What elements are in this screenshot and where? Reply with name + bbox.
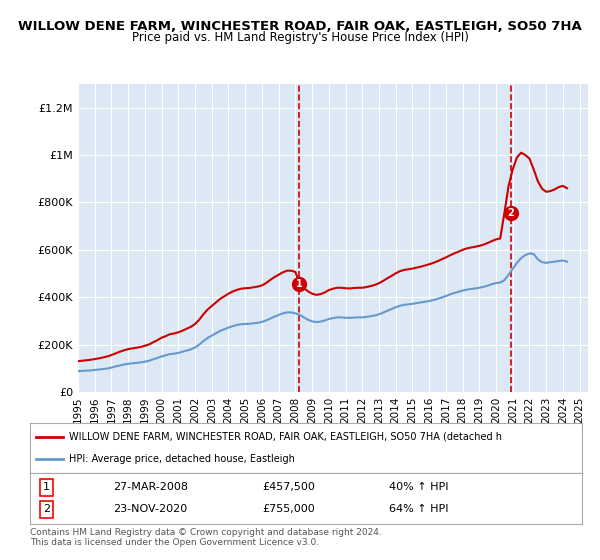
Text: Contains HM Land Registry data © Crown copyright and database right 2024.: Contains HM Land Registry data © Crown c… [30, 528, 382, 536]
Text: 64% ↑ HPI: 64% ↑ HPI [389, 505, 448, 515]
Text: This data is licensed under the Open Government Licence v3.0.: This data is licensed under the Open Gov… [30, 538, 319, 547]
Text: 40% ↑ HPI: 40% ↑ HPI [389, 482, 448, 492]
Text: 2: 2 [43, 505, 50, 515]
Text: WILLOW DENE FARM, WINCHESTER ROAD, FAIR OAK, EASTLEIGH, SO50 7HA: WILLOW DENE FARM, WINCHESTER ROAD, FAIR … [18, 20, 582, 32]
Text: Price paid vs. HM Land Registry's House Price Index (HPI): Price paid vs. HM Land Registry's House … [131, 31, 469, 44]
Text: 23-NOV-2020: 23-NOV-2020 [113, 505, 187, 515]
Text: 2: 2 [508, 208, 514, 218]
Text: 1: 1 [296, 279, 302, 288]
Text: WILLOW DENE FARM, WINCHESTER ROAD, FAIR OAK, EASTLEIGH, SO50 7HA (detached h: WILLOW DENE FARM, WINCHESTER ROAD, FAIR … [68, 432, 502, 442]
Text: HPI: Average price, detached house, Eastleigh: HPI: Average price, detached house, East… [68, 454, 295, 464]
Text: £457,500: £457,500 [262, 482, 315, 492]
Text: £755,000: £755,000 [262, 505, 314, 515]
Text: 1: 1 [43, 482, 50, 492]
Text: 27-MAR-2008: 27-MAR-2008 [113, 482, 188, 492]
